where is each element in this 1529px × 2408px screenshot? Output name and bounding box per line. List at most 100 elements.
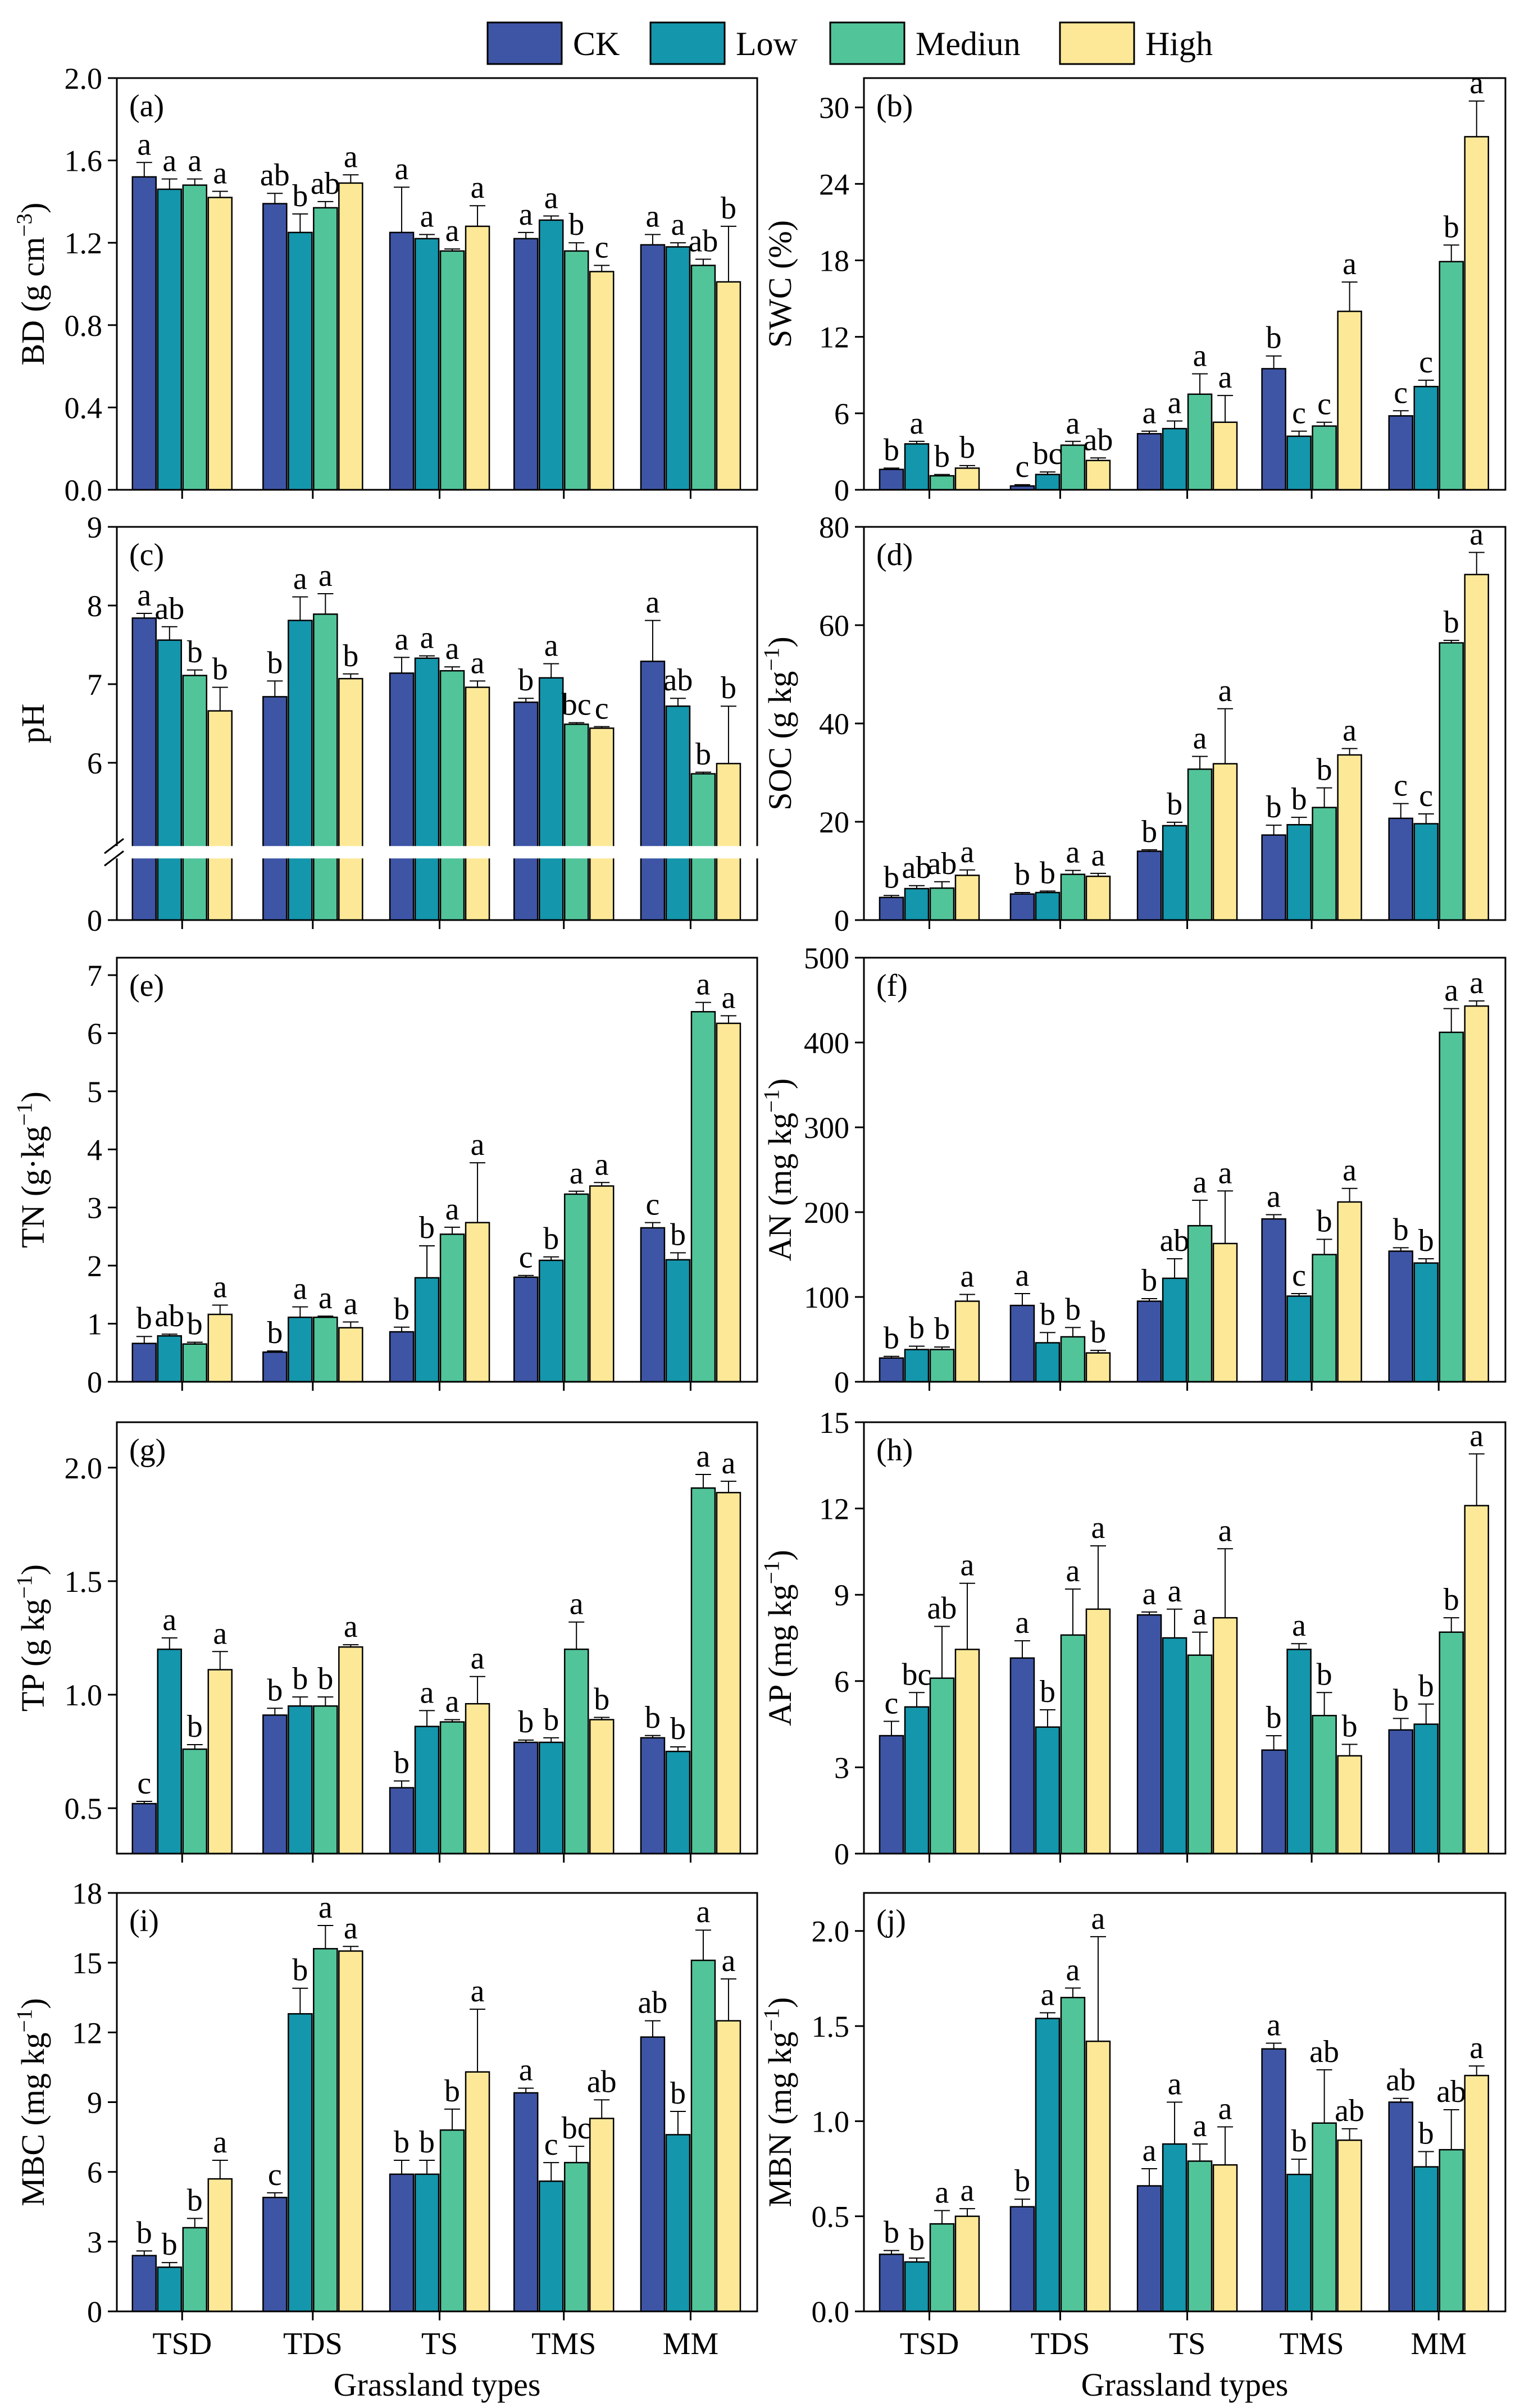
y-tick-label-d: 0 — [834, 904, 849, 937]
bar-e-mm-ck — [640, 1227, 666, 1383]
y-tick-label-c: 6 — [87, 746, 102, 780]
y-tick-label-d: 60 — [819, 609, 849, 643]
bar-b-mm-mediun — [1439, 261, 1464, 491]
sig-letter-d-tms-mediun: b — [1317, 753, 1332, 788]
bar-a-mm-high — [716, 281, 741, 491]
sig-letter-a-tms-mediun: b — [568, 207, 584, 242]
bar-j-mm-low — [1413, 2166, 1439, 2313]
bar-d-tds-low — [1035, 891, 1061, 921]
bar-f-mm-high — [1464, 1005, 1489, 1383]
sig-letter-c-ts-low: a — [420, 621, 434, 656]
sig-letter-e-mm-mediun: a — [697, 967, 711, 1002]
y-tick-label-h: 3 — [834, 1751, 849, 1785]
bar-g-tms-high — [589, 1719, 615, 1855]
bar-f-tms-ck — [1261, 1218, 1286, 1383]
bar-e-ts-low — [414, 1277, 440, 1383]
sig-letter-j-tsd-mediun: a — [935, 2175, 949, 2210]
sig-letter-e-mm-ck: c — [646, 1187, 660, 1222]
sig-letter-c-mm-high: b — [721, 671, 736, 705]
bar-b-tds-high — [1085, 459, 1111, 491]
sig-letter-j-mm-low: b — [1418, 2116, 1434, 2151]
bar-d-ts-high — [1212, 763, 1238, 921]
x-tick-label-j-tms: TMS — [1280, 2327, 1344, 2361]
sig-letter-d-tds-low: b — [1040, 855, 1055, 890]
bar-j-tsd-low — [904, 2261, 930, 2313]
bar-b-tms-high — [1337, 311, 1362, 491]
bar-c-tds-mediun — [313, 613, 338, 921]
bar-h-tms-mediun — [1312, 1714, 1337, 1855]
bar-f-tsd-mediun — [929, 1349, 955, 1383]
bar-c-tsd-ck — [131, 617, 157, 921]
bar-a-tds-mediun — [313, 207, 338, 491]
bar-j-mm-high — [1464, 2074, 1489, 2313]
sig-letter-h-tds-high: a — [1091, 1510, 1105, 1545]
sig-letter-h-ts-mediun: a — [1193, 1597, 1207, 1632]
y-tick-label-i: 12 — [72, 2016, 102, 2050]
y-tick-label-a: 2.0 — [65, 62, 103, 95]
sig-letter-a-ts-low: a — [420, 199, 434, 234]
sig-letter-g-tms-ck: b — [518, 1705, 534, 1740]
bar-c-tms-low — [538, 677, 564, 921]
y-tick-label-i: 6 — [87, 2156, 102, 2189]
sig-letter-i-ts-high: a — [471, 1974, 485, 2009]
bar-j-tms-mediun — [1312, 2122, 1337, 2313]
y-axis-label-g: TP (g kg−1) — [12, 1564, 51, 1711]
sig-letter-h-mm-mediun: b — [1444, 1582, 1459, 1617]
sig-letter-b-ts-ck: a — [1143, 396, 1157, 431]
sig-letter-h-ts-ck: a — [1143, 1577, 1157, 1612]
y-axis-label-e: TN (g·kg−1) — [12, 1091, 51, 1248]
plot-frame-b — [863, 77, 1507, 491]
bar-c-tms-high — [589, 727, 615, 921]
bar-j-ts-low — [1162, 2143, 1187, 2313]
sig-letter-j-tds-high: a — [1091, 1901, 1105, 1936]
sig-letter-b-ts-high: a — [1218, 360, 1232, 395]
bar-a-tsd-low — [157, 188, 183, 491]
bar-h-ts-ck — [1136, 1614, 1162, 1855]
bar-f-mm-ck — [1388, 1250, 1413, 1383]
sig-letter-e-tsd-ck: b — [136, 1301, 152, 1336]
bar-e-tsd-low — [157, 1335, 183, 1383]
sig-letter-b-tsd-high: b — [959, 430, 975, 465]
bar-i-tds-mediun — [313, 1948, 338, 2313]
sig-letter-a-tsd-ck: a — [137, 127, 151, 162]
bar-g-tsd-high — [207, 1669, 233, 1855]
x-axis-label-j: Grassland types — [1081, 2366, 1289, 2403]
sig-letter-h-tds-mediun: a — [1066, 1554, 1080, 1588]
bar-i-mm-high — [716, 2020, 741, 2313]
sig-letter-c-tms-ck: b — [518, 663, 534, 698]
y-tick-label-b: 30 — [819, 91, 849, 125]
y-tick-label-c: 9 — [87, 511, 102, 544]
bar-b-tsd-low — [904, 443, 930, 491]
sig-letter-c-tsd-mediun: b — [187, 635, 203, 670]
bar-j-tsd-ck — [879, 2254, 904, 2313]
panel-label-g: (g) — [129, 1433, 166, 1468]
sig-letter-e-tds-ck: b — [267, 1315, 283, 1350]
sig-letter-j-tsd-ck: b — [884, 2215, 899, 2250]
bar-h-tsd-low — [904, 1706, 930, 1855]
sig-letter-d-tds-high: a — [1091, 838, 1105, 873]
legend-swatch-ck — [486, 21, 563, 65]
bar-c-tds-high — [338, 677, 363, 921]
y-tick-label-g: 0.5 — [65, 1792, 103, 1826]
sig-letter-i-ts-ck: b — [394, 2125, 409, 2160]
sig-letter-e-ts-mediun: a — [445, 1192, 459, 1227]
legend-label-mediun: Mediun — [916, 25, 1021, 62]
y-tick-label-a: 1.2 — [65, 226, 103, 260]
bar-a-tms-high — [589, 271, 615, 491]
bar-g-tsd-ck — [131, 1802, 157, 1855]
sig-letter-i-mm-ck: ab — [638, 1986, 668, 2020]
sig-letter-i-tms-low: c — [544, 2127, 558, 2162]
y-axis-label-i: MBC (mg kg−1) — [12, 1998, 51, 2206]
bar-d-mm-mediun — [1439, 642, 1464, 921]
y-tick-label-e: 4 — [87, 1133, 102, 1167]
bar-i-ts-ck — [389, 2173, 415, 2313]
plot-frame-f — [863, 957, 1507, 1383]
sig-letter-d-tds-mediun: a — [1066, 835, 1080, 870]
bar-h-ts-mediun — [1187, 1654, 1213, 1855]
bar-d-tms-ck — [1261, 834, 1286, 921]
y-tick-label-b: 24 — [819, 167, 849, 201]
legend-label-high: High — [1145, 25, 1213, 62]
sig-letter-g-tms-mediun: a — [570, 1587, 584, 1622]
